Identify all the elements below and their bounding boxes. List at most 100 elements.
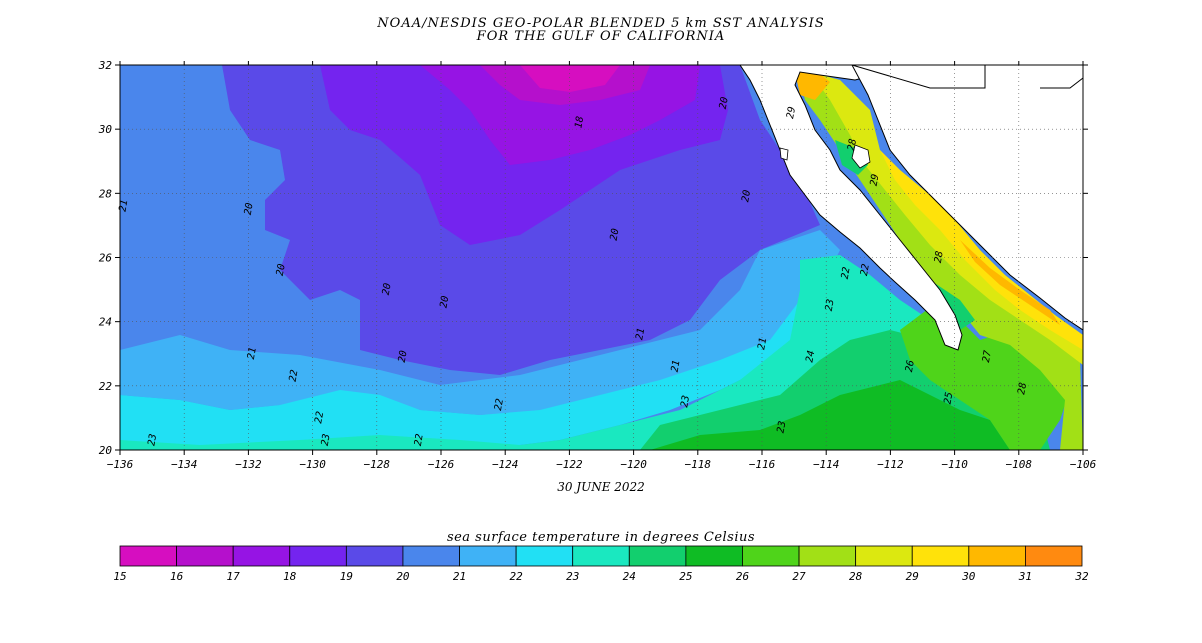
- lon-tick-label: −106: [1070, 458, 1097, 471]
- sst-band-coastal-31: [795, 70, 1060, 325]
- lat-tick-label: 26: [99, 252, 113, 265]
- color-legend-ticks: 15 16 17 18 19 20 21 22 23 24 25 26 27 28 29 30 31 32: [113, 570, 1089, 583]
- lat-tick-label: 28: [99, 187, 113, 200]
- contour-label: 20: [397, 350, 410, 364]
- legend-tick-label: 19: [340, 570, 353, 583]
- contour-label: 23: [146, 433, 159, 447]
- cedros-island: [779, 147, 789, 161]
- legend-swatch: [798, 545, 857, 567]
- legend-tick-label: 28: [849, 570, 863, 583]
- contour-label: 20: [609, 228, 622, 242]
- lat-tick-label: 22: [99, 380, 113, 393]
- baja-california-land: [739, 65, 963, 351]
- contour-label: 20: [718, 96, 731, 110]
- lon-tick-label: −124: [492, 458, 519, 471]
- legend-swatch: [515, 545, 574, 567]
- analysis-date: 30 JUNE 2022: [557, 480, 645, 494]
- lon-tick-label: −132: [235, 458, 262, 471]
- legend-swatch: [119, 545, 177, 567]
- contour-labels: 21 20 20 21 22 22 23 23 20 20 20 22 22 18 20 21 21 23 20 20…: [117, 96, 1029, 447]
- contour-label: 21: [246, 346, 259, 360]
- sst-band-25-26: [650, 380, 1010, 450]
- legend-swatch: [345, 545, 404, 567]
- legend-tick-label: 31: [1018, 570, 1032, 583]
- sst-band-21-22: [120, 230, 840, 415]
- contour-label: 23: [320, 433, 333, 447]
- contour-label: 20: [438, 295, 451, 309]
- lon-tick-label: −134: [171, 458, 198, 471]
- lon-tick-label: −114: [813, 458, 840, 471]
- contour-label: 27: [981, 350, 994, 364]
- contour-label: 21: [117, 199, 130, 213]
- legend-tick-label: 16: [170, 570, 184, 583]
- legend-swatch: [402, 545, 460, 567]
- mainland-mexico-land: [851, 65, 1083, 331]
- contour-label: 29: [785, 106, 798, 120]
- legend-tick-label: 25: [679, 570, 692, 583]
- legend-swatch: [685, 545, 743, 567]
- legend-title: sea surface temperature in degrees Celsi…: [446, 530, 756, 545]
- contour-label: 22: [859, 263, 872, 277]
- lon-tick-label: −110: [941, 458, 968, 471]
- sst-band-15-16: [520, 65, 620, 92]
- lat-tick-label: 32: [98, 59, 113, 72]
- contour-label: 23: [776, 420, 789, 434]
- color-legend-bar: [119, 545, 1083, 567]
- contour-label: 22: [288, 369, 301, 383]
- border-lines: [851, 65, 1083, 89]
- contour-label: 28: [846, 138, 859, 152]
- contour-label: 23: [679, 395, 692, 409]
- contour-label: 20: [381, 282, 394, 296]
- tiburon-island: [851, 144, 871, 169]
- contour-label: 23: [824, 298, 837, 312]
- contour-label: 24: [804, 350, 817, 364]
- contour-label: 26: [904, 359, 917, 373]
- legend-tick-label: 17: [227, 570, 241, 583]
- legend-tick-label: 21: [453, 570, 466, 583]
- legend-swatch: [176, 545, 234, 567]
- grid-lines: [120, 65, 1083, 450]
- lon-tick-label: −116: [749, 458, 776, 471]
- contour-label: 28: [933, 250, 946, 264]
- lon-tick-label: −112: [877, 458, 904, 471]
- contour-label: 21: [670, 359, 683, 373]
- legend-tick-label: 18: [283, 570, 297, 583]
- legend-tick-label: 24: [623, 570, 636, 583]
- contour-label: 29: [869, 173, 882, 187]
- legend-swatch: [572, 545, 630, 567]
- contour-label: 20: [275, 263, 288, 277]
- legend-tick-label: 23: [566, 570, 579, 583]
- legend-tick-label: 15: [113, 570, 126, 583]
- contour-label: 20: [243, 202, 256, 216]
- contour-label: 21: [634, 327, 647, 341]
- contour-label: 22: [313, 411, 326, 425]
- contour-label: 22: [493, 398, 506, 412]
- contour-label: 22: [840, 266, 853, 280]
- legend-tick-label: 22: [509, 570, 523, 583]
- lon-tick-label: −136: [107, 458, 134, 471]
- contour-label: 28: [1016, 382, 1029, 396]
- legend-tick-label: 30: [961, 570, 976, 583]
- legend-swatch: [1025, 545, 1083, 567]
- lon-tick-label: −126: [428, 458, 455, 471]
- lon-tick-label: −128: [364, 458, 391, 471]
- contour-label: 22: [413, 433, 426, 447]
- axis-ticks: −136 −134 −132 −130 −128 −126 −124 −122 −120 −118…: [98, 59, 1097, 471]
- map-title-line1: NOAA/NESDIS GEO-POLAR BLENDED 5 km SST A…: [377, 16, 825, 31]
- legend-swatch: [289, 545, 347, 567]
- legend-tick-label: 26: [736, 570, 750, 583]
- legend-swatch: [968, 545, 1026, 567]
- legend-swatch: [742, 545, 800, 567]
- legend-tick-label: 27: [792, 570, 806, 583]
- legend-swatch: [911, 545, 970, 567]
- sst-band-gulf-interior: [835, 140, 975, 330]
- lon-tick-label: −120: [620, 458, 647, 471]
- legend-swatch: [855, 545, 913, 567]
- sst-field: [120, 65, 1083, 450]
- contour-label: 21: [756, 337, 769, 351]
- lon-tick-label: −108: [1006, 458, 1033, 471]
- sst-band-coastal-28: [800, 80, 1083, 450]
- contour-label: 25: [942, 391, 955, 405]
- sst-band-22-23: [120, 270, 860, 450]
